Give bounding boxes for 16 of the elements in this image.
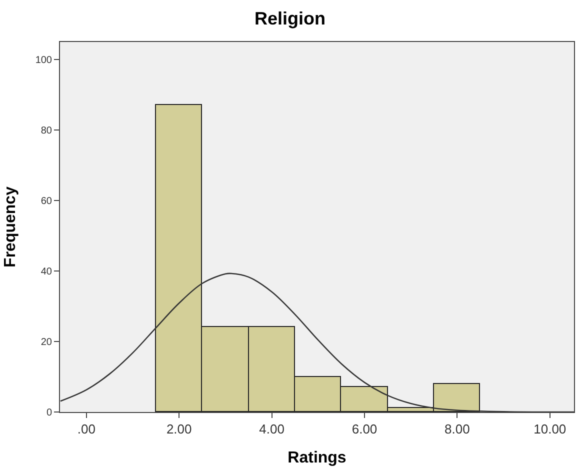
x-tick-label: 8.00 <box>444 422 470 437</box>
x-tick-label: .00 <box>77 422 96 437</box>
line-series <box>60 272 574 412</box>
y-axis-title: Frequency <box>2 186 20 268</box>
x-tick-label: 10.00 <box>534 422 566 437</box>
x-tick-label: 4.00 <box>259 422 284 437</box>
y-tick-label: 40 <box>40 266 52 278</box>
chart-title: Religion <box>254 8 326 28</box>
x-tick-label: 2.00 <box>166 422 192 437</box>
y-tick-label: 60 <box>40 196 52 208</box>
x-tick-label: 6.00 <box>352 422 378 437</box>
y-tick-label: 80 <box>40 126 52 137</box>
x-axis-title: Ratings <box>288 449 346 466</box>
y-tick-label: 100 <box>35 55 52 66</box>
y-tick-label: 20 <box>40 337 52 348</box>
y-tick-label: 0 <box>46 408 52 418</box>
